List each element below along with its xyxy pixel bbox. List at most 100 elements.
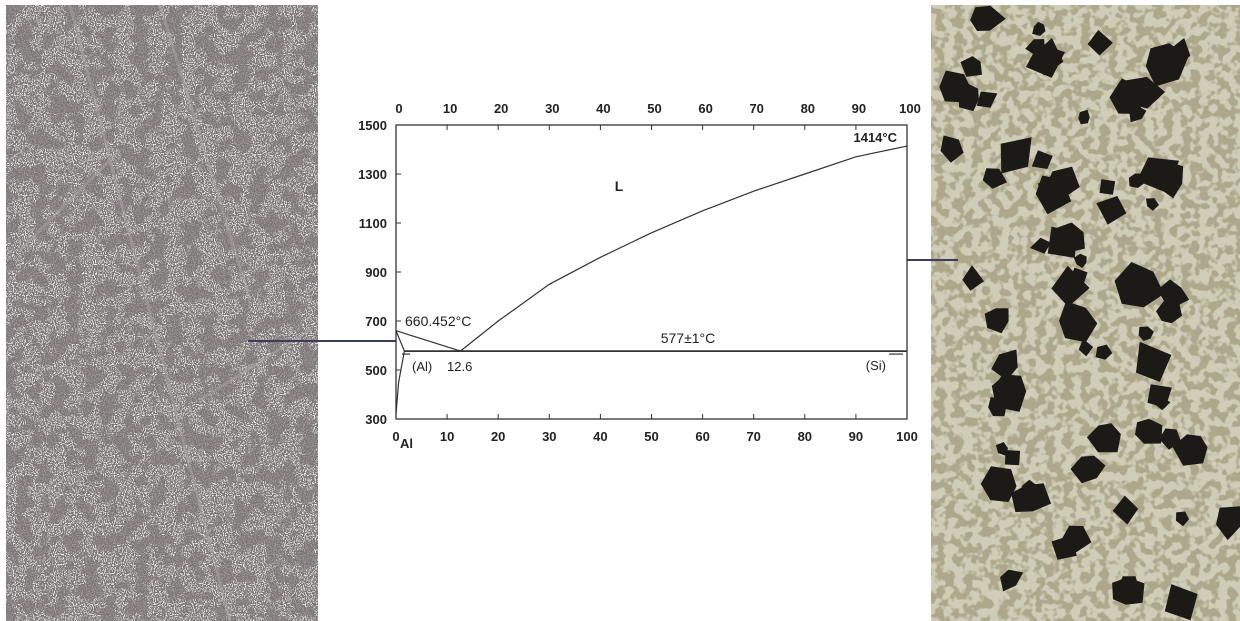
bottom-tick-label: 20 [491, 429, 505, 444]
si-melting-label: 1414°C [853, 130, 897, 145]
si-crystal [1112, 495, 1139, 525]
eutectic-temp-label: 577±1°C [661, 330, 716, 346]
bottom-tick-label: 0 [392, 429, 399, 444]
top-tick-label: 70 [749, 101, 763, 116]
left-tick-label: 1500 [358, 118, 387, 133]
si-crystal [1147, 384, 1172, 408]
si-crystal [1087, 30, 1113, 56]
si-crystal [1138, 326, 1154, 341]
si-crystal [1157, 279, 1190, 307]
si-crystal [970, 5, 1006, 32]
top-tick-label: 20 [494, 101, 508, 116]
bottom-tick-label: 40 [593, 429, 607, 444]
element-al-label: Al [400, 436, 413, 451]
si-crystal [1059, 301, 1098, 343]
left-axis: 300 500 700 900 1100 1300 1500 [358, 118, 401, 427]
si-crystal [940, 135, 964, 163]
si-crystal [1078, 338, 1094, 357]
si-crystal [1032, 21, 1046, 36]
si-crystal [1011, 483, 1052, 512]
bottom-tick-label: 50 [644, 429, 658, 444]
top-tick-label: 60 [698, 101, 712, 116]
si-crystal [1025, 39, 1045, 57]
si-crystal [995, 442, 1008, 456]
left-tick-label: 300 [365, 412, 387, 427]
si-crystal [1156, 160, 1184, 199]
si-crystal [1005, 450, 1021, 466]
si-crystal [1086, 423, 1121, 453]
left-tick-label: 1100 [359, 216, 387, 231]
plot-frame [395, 124, 908, 420]
si-crystal [994, 376, 1013, 394]
si-crystal [1135, 418, 1163, 444]
top-tick-label: 40 [596, 101, 610, 116]
si-crystal [1069, 267, 1088, 286]
si-crystal [1030, 237, 1051, 254]
phase-liquid-label: L [615, 178, 624, 194]
bottom-axis: 0 10 20 30 40 50 60 70 80 90 100 [392, 414, 918, 444]
left-micrograph [6, 4, 318, 621]
top-axis: 0 10 20 30 40 50 60 70 80 90 100 [395, 101, 921, 130]
si-crystal [1096, 196, 1127, 225]
bottom-tick-label: 90 [849, 429, 863, 444]
left-tick-label: 700 [365, 314, 387, 329]
si-crystal [1164, 584, 1198, 621]
si-crystal [1047, 226, 1077, 258]
si-crystal [984, 308, 1009, 334]
al-melting-label: 660.452°C [405, 313, 471, 329]
si-crystal [1168, 38, 1191, 67]
si-crystal [1033, 37, 1064, 76]
si-crystal [1176, 511, 1190, 527]
si-crystal [1216, 506, 1240, 541]
si-crystal [1095, 344, 1113, 360]
left-tick-label: 500 [365, 363, 387, 378]
si-crystal [991, 349, 1018, 381]
si-crystal [1112, 577, 1145, 605]
top-tick-label: 30 [545, 101, 559, 116]
left-tick-label: 1300 [358, 167, 387, 182]
phase-boundaries [395, 145, 908, 415]
si-crystal [980, 466, 1017, 502]
bottom-tick-label: 70 [746, 429, 760, 444]
eutectic-comp-label: 12.6 [447, 359, 472, 374]
si-crystal [1156, 300, 1182, 324]
bottom-tick-label: 80 [798, 429, 812, 444]
top-tick-label: 10 [443, 101, 457, 116]
phase-al-label: (Al) [412, 359, 432, 374]
right-micrograph [931, 5, 1240, 621]
si-crystal [1000, 569, 1024, 592]
top-tick-label: 80 [801, 101, 815, 116]
si-crystal [958, 82, 979, 112]
phase-si-label: (Si) [866, 358, 886, 373]
top-tick-label: 50 [647, 101, 661, 116]
si-crystal [1073, 253, 1087, 268]
si-liquidus-curve [460, 145, 908, 352]
si-crystal [982, 168, 1008, 189]
si-crystal [1070, 455, 1106, 484]
left-tick-label: 900 [365, 265, 387, 280]
bottom-tick-label: 30 [542, 429, 556, 444]
si-crystal [960, 56, 982, 77]
si-crystal [1114, 262, 1165, 308]
bottom-tick-label: 10 [440, 429, 454, 444]
si-crystal [1125, 76, 1166, 109]
si-crystal [1145, 198, 1159, 211]
si-crystal [1078, 109, 1090, 125]
si-crystal [1051, 535, 1077, 560]
top-tick-label: 90 [852, 101, 866, 116]
si-crystal [1031, 150, 1053, 169]
si-crystal [1136, 341, 1172, 382]
si-crystal [1000, 137, 1032, 174]
al-solvus-line [395, 330, 406, 415]
si-crystal [962, 265, 984, 291]
si-crystal [1051, 265, 1090, 307]
top-tick-label: 100 [899, 101, 921, 116]
si-crystal [1037, 182, 1052, 194]
si-crystal [976, 91, 998, 108]
bottom-tick-label: 60 [695, 429, 709, 444]
bottom-tick-label: 100 [896, 429, 918, 444]
si-crystal [1099, 179, 1116, 195]
phase-diagram: 0 10 20 30 40 50 60 70 80 90 100 0 10 20 30 40 50 60 70 80… [358, 101, 921, 451]
top-tick-label: 0 [395, 101, 402, 116]
